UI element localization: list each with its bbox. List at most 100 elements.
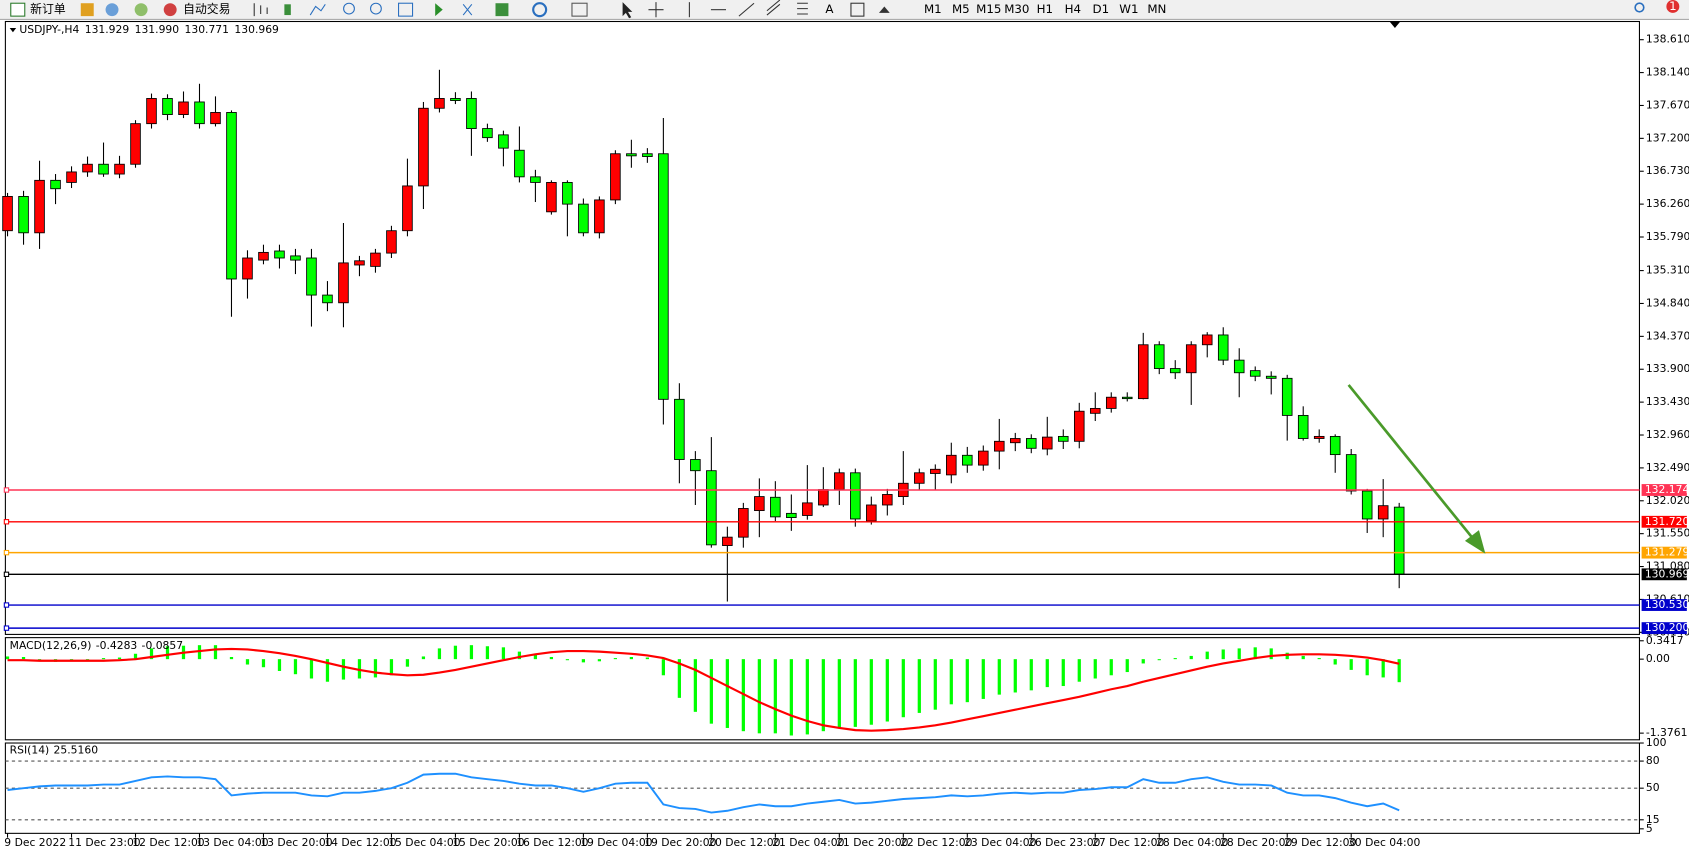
trendline-icon[interactable] <box>738 2 755 17</box>
candle-body <box>386 230 397 254</box>
notification-badge[interactable] <box>1666 0 1680 13</box>
macd-bar <box>629 656 633 660</box>
indicator-title: RSI(14) <box>10 744 50 757</box>
zoom-in-icon[interactable] <box>343 2 355 15</box>
candle-body <box>1105 396 1117 409</box>
x-tick-label: 28 Dec 04:00 <box>1156 836 1229 849</box>
level-handle <box>3 602 10 608</box>
timeframe-button[interactable]: H4 <box>1065 2 1081 16</box>
x-tick-label: 13 Dec 20:00 <box>260 836 333 849</box>
macd-bar <box>1125 659 1129 673</box>
macd-bar <box>1061 659 1065 687</box>
candle-body <box>82 163 93 173</box>
channel-icon[interactable] <box>766 0 781 16</box>
level-handle <box>3 519 10 525</box>
y-tick-label: 100 <box>1646 736 1667 749</box>
fibo-icon[interactable] <box>797 2 808 15</box>
x-tick-label: 23 Dec 04:00 <box>964 836 1037 849</box>
candle-body <box>1041 436 1053 450</box>
timeframe-button[interactable]: M15 <box>976 2 1001 16</box>
x-tick-label: 12 Dec 12:00 <box>132 836 205 849</box>
search-icon[interactable] <box>1634 2 1645 13</box>
macd-bar <box>1269 648 1273 660</box>
candle-body <box>1361 490 1373 520</box>
level-price-label: 130.530 <box>1645 598 1689 611</box>
candle-icon[interactable] <box>284 4 291 16</box>
candle-body <box>1281 377 1293 416</box>
candle-body <box>946 454 957 476</box>
macd-value: -0.4283 <box>96 639 138 652</box>
x-tick-label: 20 Dec 12:00 <box>708 836 781 849</box>
periods-icon[interactable] <box>532 2 548 18</box>
candle-body <box>130 123 141 165</box>
candle-body <box>578 203 589 234</box>
x-tick-label: 15 Dec 20:00 <box>452 836 525 849</box>
candle-body <box>1393 506 1405 575</box>
new-order-icon[interactable] <box>10 2 26 17</box>
candle-body <box>50 179 61 190</box>
macd-bar <box>949 659 953 705</box>
timeframe-button[interactable]: M5 <box>952 2 970 16</box>
icon[interactable] <box>80 3 94 17</box>
macd-bar <box>1173 658 1177 660</box>
bar-chart-icon[interactable] <box>253 3 268 17</box>
x-tick-label: 29 Dec 12:00 <box>1284 836 1357 849</box>
templates-icon[interactable] <box>571 2 588 17</box>
timeframe-button[interactable]: D1 <box>1093 2 1110 16</box>
x-tick-label: 11 Dec 23:00 <box>68 836 141 849</box>
candle-body <box>882 494 893 506</box>
y-tick-label: 138.610 <box>1646 33 1689 46</box>
candle-body <box>818 489 829 506</box>
auto-trading-button[interactable]: 自动交易 <box>183 2 230 16</box>
auto-trading-icon[interactable] <box>163 3 177 17</box>
timeframe-button[interactable]: MN <box>1147 2 1166 16</box>
y-tick-label: 137.670 <box>1646 98 1689 111</box>
candle-body <box>66 171 77 183</box>
macd-bar <box>581 659 586 663</box>
macd-bar <box>277 659 282 671</box>
candle-body <box>706 470 717 546</box>
arrow-shaft <box>1347 384 1477 543</box>
timeframe-button[interactable]: H1 <box>1037 2 1053 16</box>
macd-bar <box>261 659 266 668</box>
macd-bar <box>1157 659 1161 661</box>
macd-bar <box>533 654 538 660</box>
macd-bar <box>1029 659 1033 691</box>
timeframe-button[interactable]: W1 <box>1119 2 1138 16</box>
indicators-icon[interactable] <box>495 3 509 17</box>
macd-bar <box>1221 649 1225 660</box>
macd-bar <box>229 656 234 660</box>
level-price-label: 131.279 <box>1645 546 1689 559</box>
new-order-button[interactable]: 新订单 <box>30 2 66 16</box>
tile-icon[interactable] <box>398 2 414 17</box>
line-chart-icon[interactable] <box>309 4 326 16</box>
macd-bar <box>165 646 170 660</box>
macd-bar <box>1317 658 1321 660</box>
candle-body <box>242 257 253 280</box>
level-price-box <box>1641 546 1687 559</box>
timeframe-button[interactable]: M1 <box>924 2 942 16</box>
zoom-out-icon[interactable] <box>370 2 382 15</box>
icon[interactable] <box>134 3 148 17</box>
text-tool[interactable]: A <box>825 2 833 16</box>
icon[interactable] <box>105 3 119 17</box>
rsi-header: RSI(14) 25.5160 <box>10 744 99 757</box>
macd-bar <box>853 659 857 727</box>
candle-body <box>1329 435 1341 456</box>
timeframe-button[interactable]: M30 <box>1004 2 1029 16</box>
level-price-box <box>1641 568 1687 581</box>
cursor-icon[interactable] <box>622 2 633 19</box>
crosshair-icon[interactable] <box>648 2 664 18</box>
y-tick-label: 134.370 <box>1646 329 1689 342</box>
level-price-box <box>1641 622 1687 635</box>
arrows-tool[interactable] <box>878 6 890 13</box>
y-tick-label: 136.730 <box>1646 164 1689 177</box>
candle-body <box>322 294 333 304</box>
autoscroll-icon[interactable] <box>435 3 443 17</box>
shift-icon[interactable] <box>462 3 473 16</box>
candle-body <box>642 153 653 157</box>
macd-bar <box>421 656 426 660</box>
macd-bar <box>1093 659 1097 679</box>
label-tool[interactable] <box>850 2 865 17</box>
candle-body <box>1010 438 1021 444</box>
